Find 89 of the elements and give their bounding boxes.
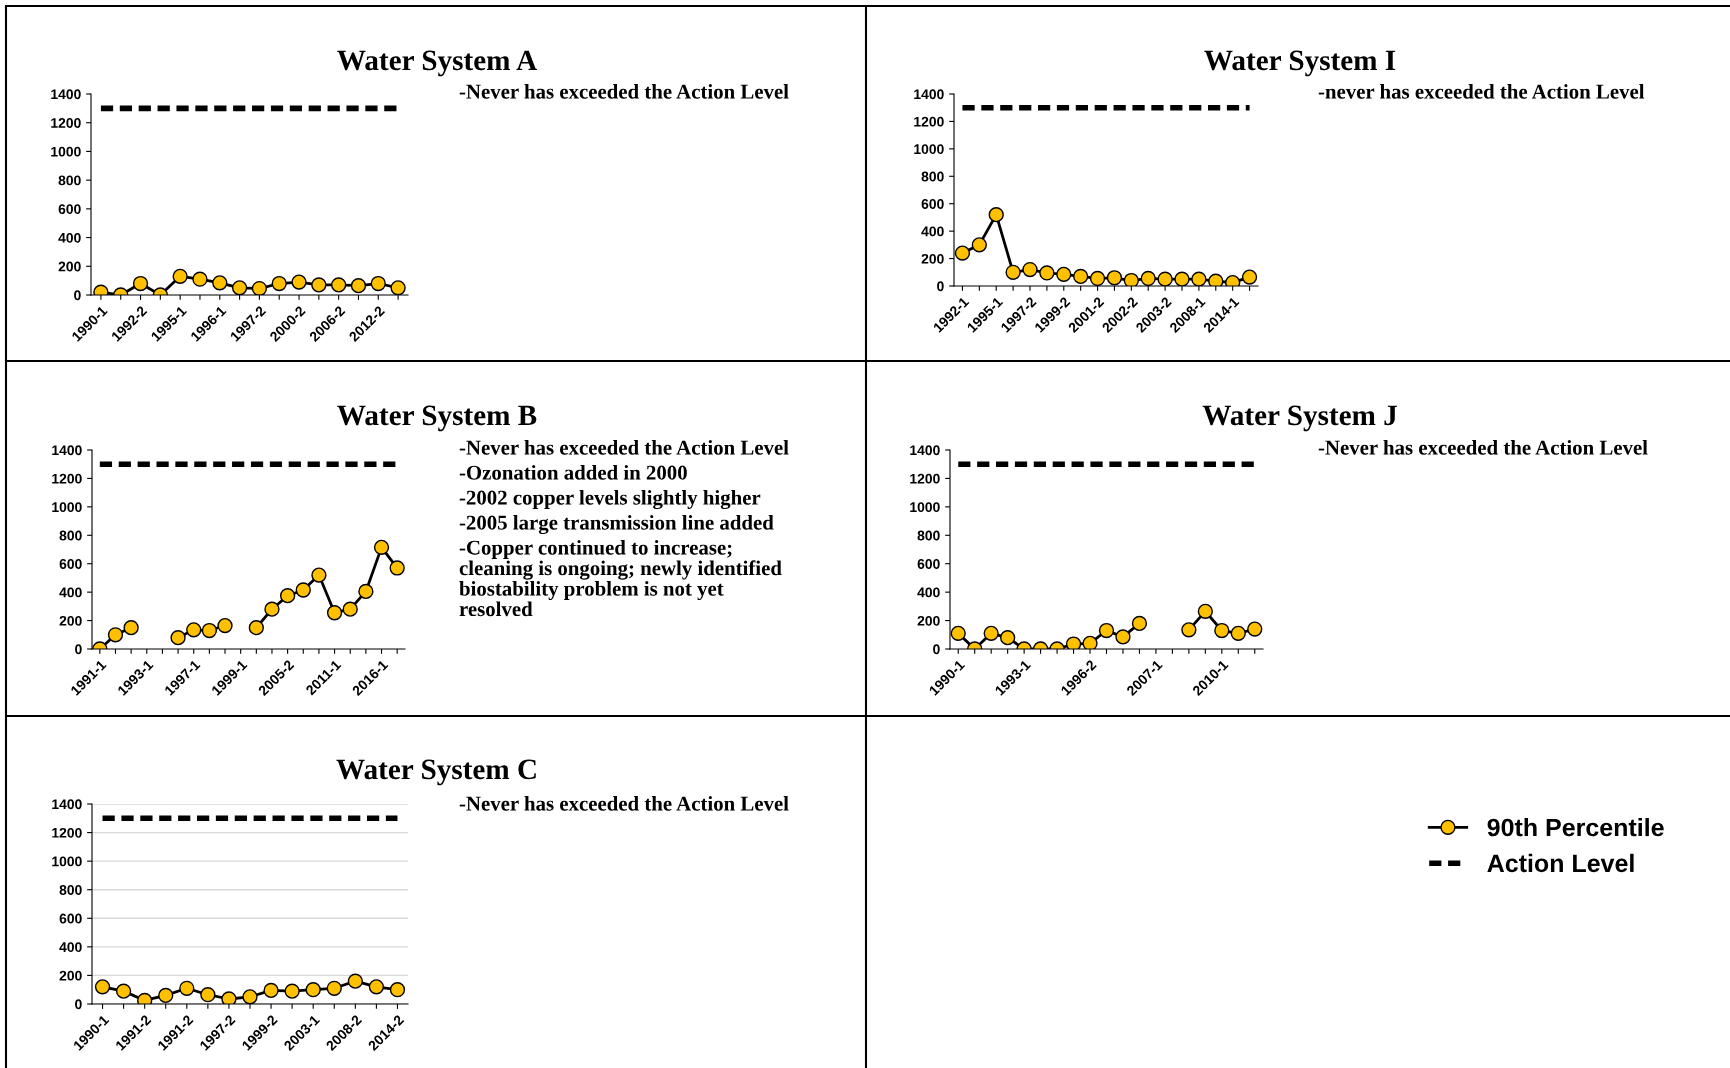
y-tick-label: 1400 [52,799,82,810]
y-tick-label: 400 [59,587,82,598]
point [217,617,233,634]
y-tick-label: 600 [59,559,82,569]
y-tick-label: 1000 [910,502,940,513]
chart-title: Water System A [337,50,537,77]
text: -Never has exceeded the Action Level [459,796,789,811]
text: -Ozonation added in 2000 [459,465,687,480]
y-tick-label: 1200 [52,827,82,838]
y-tick-label: 1400 [52,445,82,456]
y-tick-label: 1400 [51,89,81,100]
text: -Never has exceeded the Action Level [459,84,789,99]
point [971,237,987,253]
y-tick-label: 0 [75,999,82,1010]
point [1140,270,1156,286]
y-tick-label: 1000 [51,146,81,157]
y-tick-label: 0 [933,644,940,655]
point [1208,273,1224,286]
y-tick-label: 400 [59,942,82,953]
y-tick-label: 800 [921,171,944,182]
y-tick-label: 800 [59,885,82,895]
y-tick-label: 1200 [914,116,944,127]
y-tick-label: 0 [75,644,82,655]
y-tick-label: 1200 [910,473,940,484]
y-tick-label: 600 [59,913,82,924]
y-tick-label: 400 [917,587,940,598]
point [342,601,358,617]
point [264,601,280,617]
point [1174,271,1190,286]
point [1191,271,1207,286]
point [311,567,327,583]
point [389,560,405,576]
y-tick-label: 1400 [910,445,940,456]
y-tick-label: 600 [917,559,940,569]
point [1073,268,1089,285]
point [248,620,264,636]
legend-label: Action Level [1487,853,1634,873]
y-tick-label: 200 [921,253,944,264]
point [170,629,186,646]
y-tick-label: 800 [59,530,82,541]
chart-title: Water System B [337,405,537,432]
y-tick-label: 400 [58,232,81,243]
point [954,245,971,261]
y-tick-label: 400 [921,226,944,237]
point [1106,270,1123,286]
y-tick-label: 1200 [51,118,81,128]
point [1241,269,1258,285]
text: -Never has exceeded the Action Level [1318,440,1648,455]
chart-title: Water System I [1204,50,1396,77]
point [1157,271,1173,286]
point [1056,266,1072,282]
point [1089,270,1106,286]
y-tick-label: 1400 [914,89,944,100]
text: -Copper continued to increase; cleaning is ongoing; newly identified biostability problem is not yet resolved [459,540,782,617]
point [107,627,124,643]
point [988,207,1004,223]
point [1022,261,1038,278]
legend-label: 90th Percentile [1487,818,1664,837]
y-tick-label: 600 [921,199,944,209]
point [123,620,139,636]
point [201,622,218,639]
point [358,583,374,600]
point [186,622,202,638]
point [326,605,343,621]
point [1039,265,1055,281]
y-tick-label: 0 [937,281,944,292]
point [279,588,296,604]
chart-title: Water System J [1202,405,1397,432]
y-tick-label: 1000 [52,502,82,513]
y-tick-label: 600 [58,204,81,215]
point [373,539,390,556]
y-tick-label: 200 [59,970,82,981]
point [1005,264,1021,280]
y-tick-label: 1000 [914,144,944,155]
text: -2005 large transmission line added [459,515,774,535]
y-tick-label: 200 [917,615,940,626]
point [295,582,311,598]
y-tick-label: 1200 [52,473,82,484]
y-tick-label: 800 [58,175,81,186]
text: -2002 copper levels slightly higher [459,490,761,510]
text: -Never has exceeded the Action Level [459,440,789,455]
y-tick-label: 200 [58,261,81,272]
y-tick-label: 0 [74,290,81,301]
y-tick-label: 1000 [52,856,82,867]
y-tick-label: 200 [59,615,82,626]
point [1123,272,1139,286]
y-tick-label: 800 [917,530,940,541]
chart-title: Water System C [336,759,536,786]
text: -never has exceeded the Action Level [1318,84,1645,99]
